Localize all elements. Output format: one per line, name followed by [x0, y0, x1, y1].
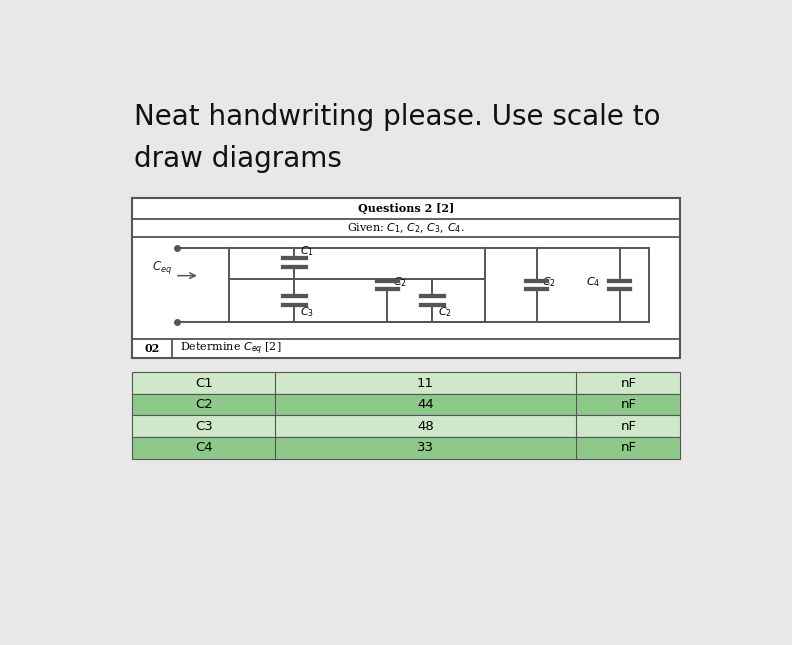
Text: C4: C4 — [195, 441, 212, 454]
Text: Neat handwriting please. Use scale to
draw diagrams: Neat handwriting please. Use scale to dr… — [134, 103, 661, 173]
Text: Given: $C_1$, $C_2$, $C_3$, $C_4$.: Given: $C_1$, $C_2$, $C_3$, $C_4$. — [347, 221, 465, 235]
Text: Determine $C_{eq}$ [2]: Determine $C_{eq}$ [2] — [180, 341, 281, 357]
Text: nF: nF — [620, 398, 636, 411]
Text: $C_{eq}$: $C_{eq}$ — [152, 259, 172, 277]
Text: $C_4$: $C_4$ — [586, 275, 600, 289]
Text: $C_1$: $C_1$ — [299, 244, 314, 258]
Text: C2: C2 — [195, 398, 212, 411]
Bar — [131, 415, 680, 437]
Bar — [131, 394, 680, 415]
Text: Questions 2 [2]: Questions 2 [2] — [358, 203, 454, 214]
Text: 48: 48 — [417, 420, 434, 433]
Text: $C_2$: $C_2$ — [393, 275, 406, 289]
Text: C1: C1 — [195, 377, 212, 390]
Text: $C_2$: $C_2$ — [543, 275, 556, 289]
Text: nF: nF — [620, 441, 636, 454]
Bar — [131, 372, 680, 394]
Text: 02: 02 — [144, 343, 159, 354]
Text: 44: 44 — [417, 398, 434, 411]
Text: nF: nF — [620, 420, 636, 433]
Text: 33: 33 — [417, 441, 434, 454]
Text: nF: nF — [620, 377, 636, 390]
Text: C3: C3 — [195, 420, 212, 433]
Text: 11: 11 — [417, 377, 434, 390]
Text: $C_2$: $C_2$ — [438, 306, 451, 319]
Bar — [131, 198, 680, 359]
Bar — [131, 437, 680, 459]
Text: $C_3$: $C_3$ — [299, 306, 314, 319]
